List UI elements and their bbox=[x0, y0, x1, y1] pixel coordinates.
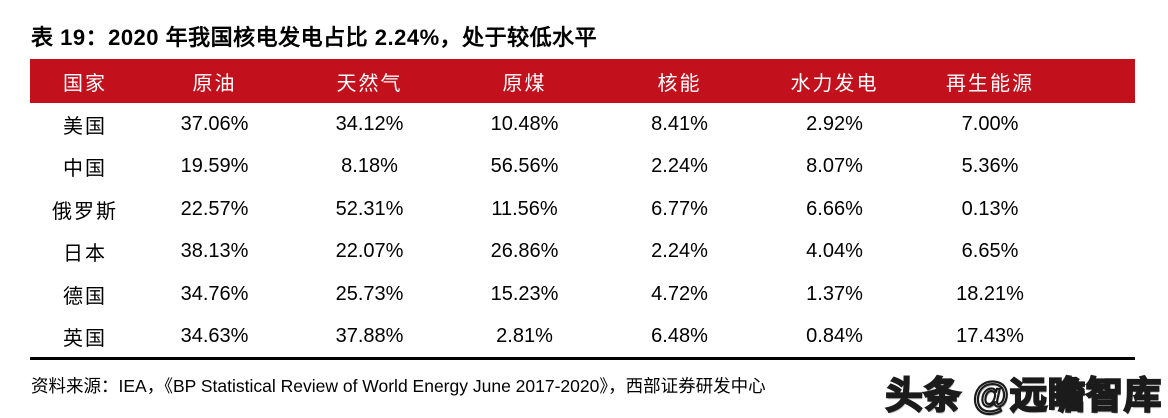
country-cell: 中国 bbox=[63, 158, 107, 181]
value-cell: 11.56% bbox=[491, 197, 558, 220]
value-cell: 6.66% bbox=[806, 197, 863, 220]
value-cell: 8.07% bbox=[806, 155, 863, 178]
value-cell: 34.63% bbox=[180, 324, 249, 347]
table-row: 英国 34.63% 37.88% 2.81% 6.48% 0.84% 17.43… bbox=[30, 316, 1135, 359]
col-header-nuclear: 核能 bbox=[657, 72, 702, 95]
table-header-row: 国家 原油 天然气 原煤 核能 水力发电 再生能源 bbox=[30, 59, 1135, 103]
value-cell: 8.41% bbox=[651, 112, 708, 135]
value-cell: 18.21% bbox=[956, 282, 1024, 305]
value-cell: 22.57% bbox=[180, 197, 249, 220]
value-cell: 22.07% bbox=[335, 240, 404, 263]
value-cell: 10.48% bbox=[490, 112, 559, 135]
col-header-country: 国家 bbox=[63, 72, 107, 95]
table-row: 俄罗斯 22.57% 52.31% 11.56% 6.77% 6.66% 0.1… bbox=[30, 188, 1135, 231]
col-header-crude-oil: 原油 bbox=[192, 72, 237, 95]
col-header-hydro: 水力发电 bbox=[790, 72, 879, 95]
value-cell: 4.72% bbox=[651, 282, 708, 305]
value-cell: 34.76% bbox=[180, 282, 249, 305]
value-cell: 0.13% bbox=[961, 197, 1019, 220]
col-header-raw-coal: 原煤 bbox=[502, 72, 547, 95]
value-cell: 2.24% bbox=[651, 240, 708, 263]
country-cell: 美国 bbox=[63, 115, 107, 138]
value-cell: 17.43% bbox=[956, 324, 1024, 347]
value-cell: 2.92% bbox=[806, 112, 863, 135]
energy-mix-table: 国家 原油 天然气 原煤 核能 水力发电 再生能源 美国 37.06% 34.1… bbox=[30, 59, 1135, 360]
value-cell: 0.84% bbox=[806, 324, 863, 347]
value-cell: 2.81% bbox=[496, 324, 553, 347]
table-row: 日本 38.13% 22.07% 26.86% 2.24% 4.04% 6.65… bbox=[30, 231, 1135, 274]
value-cell: 1.37% bbox=[806, 282, 863, 305]
country-cell: 德国 bbox=[63, 285, 107, 308]
value-cell: 4.04% bbox=[806, 240, 863, 263]
value-cell: 38.13% bbox=[180, 240, 249, 263]
value-cell: 37.06% bbox=[180, 112, 249, 135]
country-cell: 俄罗斯 bbox=[52, 200, 118, 223]
watermark-toutiao-yuanzhan: 头条 @远瞻智库 bbox=[885, 374, 1163, 417]
value-cell: 6.65% bbox=[961, 240, 1019, 263]
table-title: 表 19：2020 年我国核电发电占比 2.24%，处于较低水平 bbox=[31, 25, 598, 50]
value-cell: 6.48% bbox=[651, 324, 708, 347]
value-cell: 7.00% bbox=[961, 112, 1019, 135]
country-cell: 英国 bbox=[63, 327, 107, 350]
table-row: 美国 37.06% 34.12% 10.48% 8.41% 2.92% 7.00… bbox=[30, 103, 1135, 146]
value-cell: 15.23% bbox=[490, 282, 559, 305]
value-cell: 34.12% bbox=[335, 112, 404, 135]
value-cell: 52.31% bbox=[335, 197, 404, 220]
value-cell: 2.24% bbox=[651, 155, 708, 178]
value-cell: 6.77% bbox=[651, 197, 708, 220]
value-cell: 5.36% bbox=[961, 155, 1019, 178]
value-cell: 37.88% bbox=[335, 324, 404, 347]
col-header-natural-gas: 天然气 bbox=[336, 72, 403, 95]
table-row: 德国 34.76% 25.73% 15.23% 4.72% 1.37% 18.2… bbox=[30, 273, 1135, 316]
value-cell: 25.73% bbox=[335, 282, 404, 305]
value-cell: 56.56% bbox=[490, 155, 559, 178]
country-cell: 日本 bbox=[63, 243, 107, 266]
table-row: 中国 19.59% 8.18% 56.56% 2.24% 8.07% 5.36% bbox=[30, 146, 1135, 189]
value-cell: 26.86% bbox=[490, 240, 559, 263]
col-header-renewables: 再生能源 bbox=[946, 72, 1034, 95]
value-cell: 19.59% bbox=[180, 155, 249, 178]
source-note: 资料来源：IEA，《BP Statistical Review of World… bbox=[31, 376, 766, 396]
value-cell: 8.18% bbox=[341, 155, 398, 178]
